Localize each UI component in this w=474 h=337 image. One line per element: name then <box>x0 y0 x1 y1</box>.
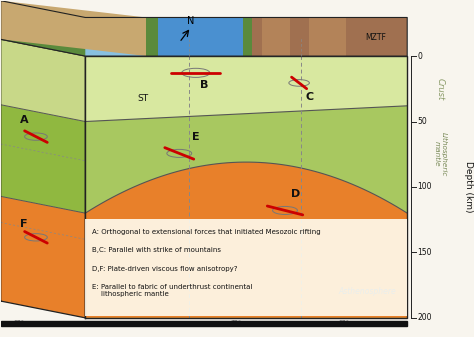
Text: MZTF: MZTF <box>365 33 386 42</box>
Text: 50: 50 <box>417 117 427 126</box>
Polygon shape <box>85 162 407 318</box>
Polygon shape <box>262 18 290 56</box>
Text: N: N <box>187 16 195 26</box>
Text: E: Parallel to fabric of underthrust continental
    lithospheric mantle: E: Parallel to fabric of underthrust con… <box>92 284 253 297</box>
Text: 50°: 50° <box>56 321 67 326</box>
Polygon shape <box>0 321 407 326</box>
Text: ST: ST <box>137 94 148 103</box>
Polygon shape <box>0 196 85 318</box>
Polygon shape <box>0 1 85 56</box>
Text: Asthenosphere: Asthenosphere <box>338 287 396 296</box>
Polygon shape <box>85 56 407 318</box>
Text: E: E <box>192 132 200 142</box>
Text: B,C: Parallel with strike of mountains: B,C: Parallel with strike of mountains <box>92 247 221 253</box>
Polygon shape <box>309 18 346 56</box>
Text: Lithospheric
mantle: Lithospheric mantle <box>434 132 447 177</box>
Polygon shape <box>146 18 158 56</box>
Polygon shape <box>0 1 146 56</box>
Text: A: A <box>20 115 29 125</box>
Text: A: Orthogonal to extensional forces that initiated Mesozoic rifting: A: Orthogonal to extensional forces that… <box>92 229 321 235</box>
Polygon shape <box>252 18 407 56</box>
Text: D,F: Plate-driven viscous flow anisotropy?: D,F: Plate-driven viscous flow anisotrop… <box>92 266 238 272</box>
Polygon shape <box>243 18 252 56</box>
FancyBboxPatch shape <box>85 219 407 316</box>
Text: 70°: 70° <box>230 320 241 325</box>
Text: D: D <box>291 189 301 199</box>
Text: 60°: 60° <box>14 320 25 325</box>
Text: Depth (km): Depth (km) <box>464 161 473 213</box>
Polygon shape <box>158 18 243 56</box>
Text: 200: 200 <box>417 313 431 323</box>
Text: 0: 0 <box>417 52 422 61</box>
Polygon shape <box>0 105 85 213</box>
Polygon shape <box>0 1 407 56</box>
Text: C: C <box>305 92 313 102</box>
Text: 150: 150 <box>417 248 431 257</box>
Polygon shape <box>85 106 407 318</box>
Text: Crust: Crust <box>436 78 445 100</box>
Text: F: F <box>20 219 28 229</box>
Text: B: B <box>201 80 209 90</box>
Text: 100: 100 <box>417 182 431 191</box>
Polygon shape <box>0 39 85 122</box>
Text: 60°: 60° <box>338 320 349 325</box>
